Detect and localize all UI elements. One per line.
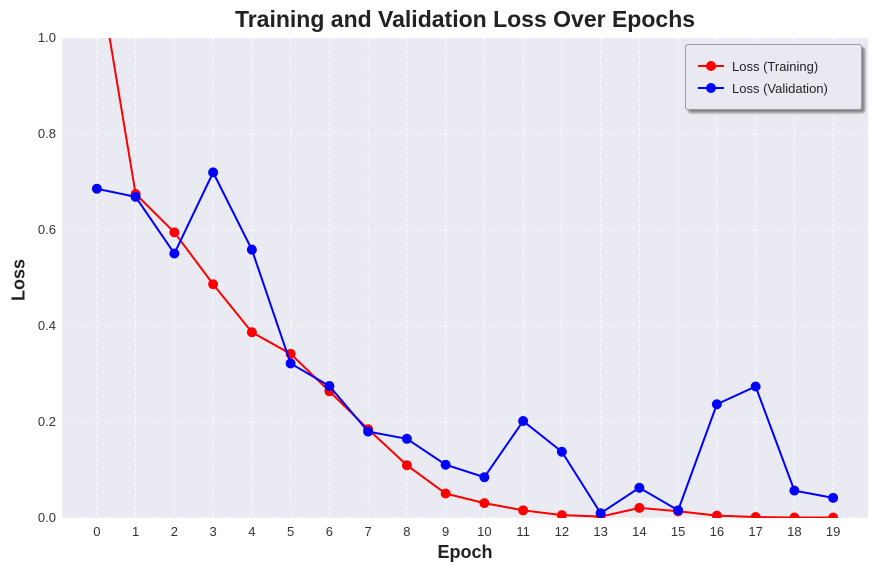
data-point [789, 485, 800, 496]
data-point [91, 183, 102, 194]
data-point [440, 459, 451, 470]
x-tick-label: 15 [671, 524, 685, 539]
x-tick-label: 11 [516, 524, 530, 539]
x-tick-label: 1 [132, 524, 139, 539]
series-line-0 [108, 38, 834, 518]
data-point [711, 510, 722, 518]
data-point [518, 416, 529, 427]
data-point [634, 502, 645, 513]
data-point [479, 472, 490, 483]
data-point [750, 512, 761, 518]
data-point [711, 399, 722, 410]
x-tick-label: 9 [442, 524, 449, 539]
data-point [169, 227, 180, 238]
legend-label-validation: Loss (Validation) [732, 80, 828, 96]
data-point [750, 381, 761, 392]
data-point [169, 248, 180, 259]
x-tick-label: 4 [248, 524, 255, 539]
legend-marker-validation [706, 83, 716, 93]
legend-swatch-training [698, 60, 724, 72]
data-point [208, 279, 219, 290]
y-tick-label: 0.4 [38, 318, 56, 333]
series-line-1 [96, 170, 834, 515]
data-point [595, 508, 606, 518]
x-tick-label: 6 [326, 524, 333, 539]
data-point [363, 426, 374, 437]
data-point [479, 498, 490, 509]
x-tick-label: 13 [593, 524, 607, 539]
x-tick-label: 10 [477, 524, 491, 539]
x-tick-label: 2 [171, 524, 178, 539]
y-tick-label: 0.2 [38, 414, 56, 429]
data-point [789, 512, 800, 518]
data-point [401, 460, 412, 471]
x-tick-label: 0 [93, 524, 100, 539]
y-tick-label: 0.0 [38, 510, 56, 525]
data-point [246, 327, 257, 338]
plot-background [62, 38, 868, 518]
data-point [556, 446, 567, 457]
x-tick-label: 3 [210, 524, 217, 539]
legend-swatch-validation [698, 82, 724, 94]
x-tick-label: 12 [555, 524, 569, 539]
x-tick-label: 16 [710, 524, 724, 539]
legend-item-training: Loss (Training) [686, 55, 861, 77]
x-tick-label: 14 [632, 524, 646, 539]
legend-label-training: Loss (Training) [732, 58, 819, 74]
y-tick-label: 1.0 [38, 30, 56, 45]
data-point [130, 191, 141, 202]
x-axis-title: Epoch [437, 542, 493, 562]
data-point [246, 244, 257, 255]
series-group-1 [91, 167, 839, 518]
legend-item-validation: Loss (Validation) [686, 77, 861, 99]
data-point [401, 433, 412, 444]
legend-marker-training [706, 61, 716, 71]
x-tick-label: 19 [826, 524, 840, 539]
chart-title: Training and Validation Loss Over Epochs [234, 6, 696, 32]
legend: Loss (Training) Loss (Validation) [685, 44, 862, 110]
data-point [208, 167, 219, 178]
data-point [324, 381, 335, 391]
x-tick-label: 17 [748, 524, 762, 539]
data-point [285, 358, 296, 369]
y-tick-label: 0.8 [38, 126, 56, 141]
data-point [828, 492, 839, 503]
x-tick-label: 5 [287, 524, 294, 539]
data-point [673, 505, 684, 516]
data-point [828, 512, 839, 518]
x-tick-label: 18 [787, 524, 801, 539]
x-tick-label: 7 [365, 524, 372, 539]
x-tick-label: 8 [403, 524, 410, 539]
series-group-0 [108, 38, 839, 518]
y-tick-label: 0.6 [38, 222, 56, 237]
data-point [556, 510, 567, 518]
data-point [518, 505, 529, 516]
data-point [634, 482, 645, 493]
data-point [440, 488, 451, 499]
